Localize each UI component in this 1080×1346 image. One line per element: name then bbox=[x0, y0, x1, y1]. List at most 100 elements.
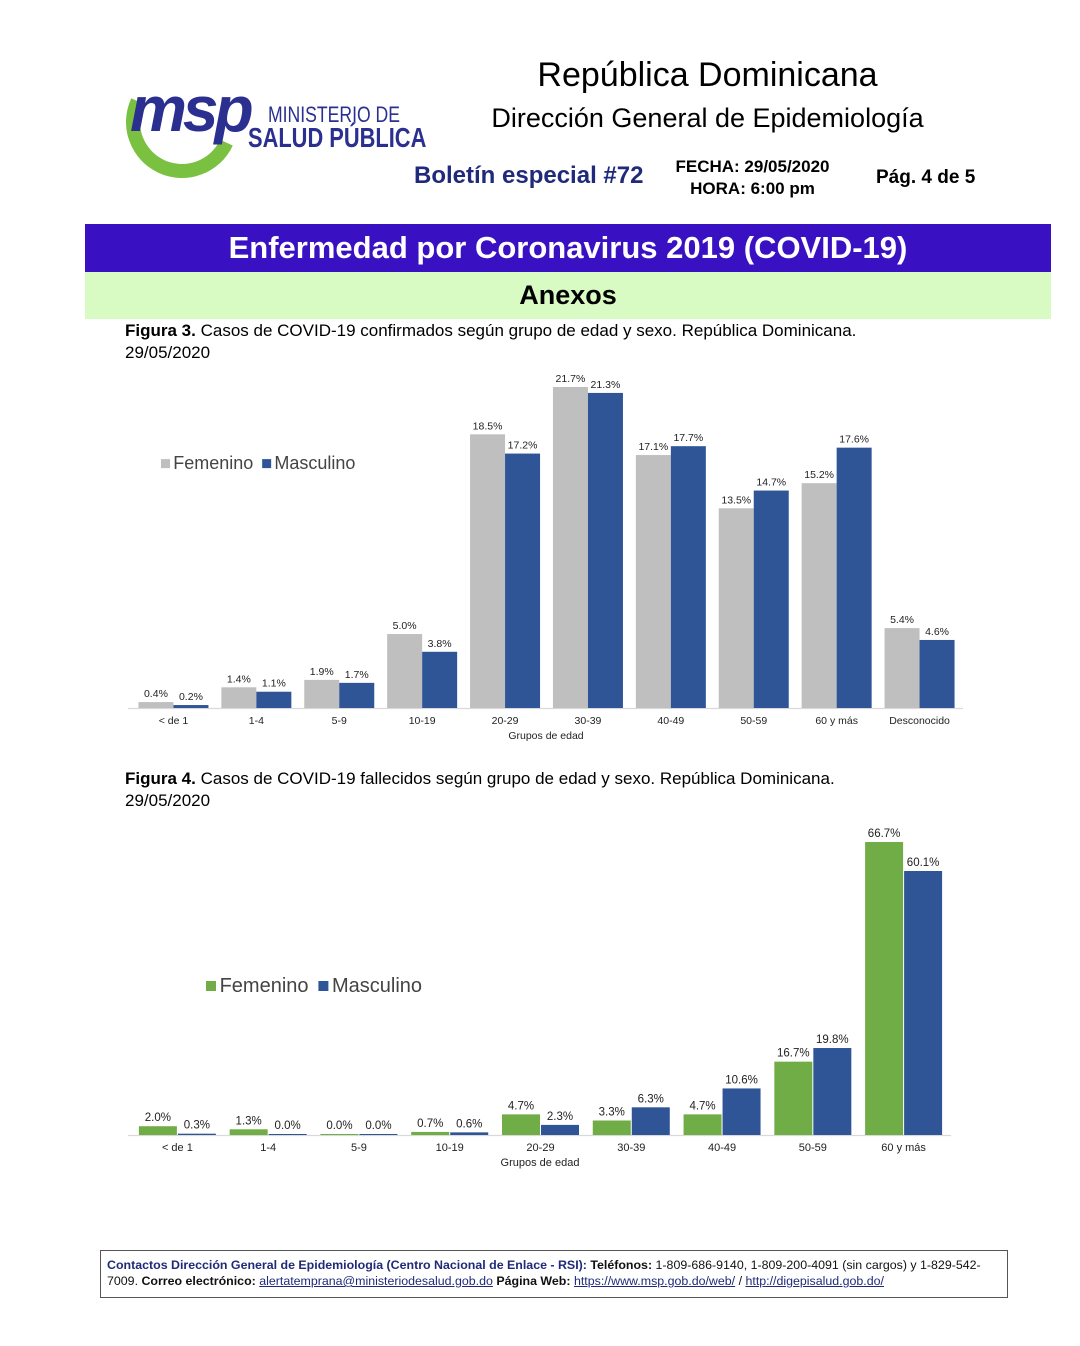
figure3-date: 29/05/2020 bbox=[125, 343, 211, 362]
bar-femenino-2 bbox=[320, 1134, 359, 1135]
x-tick-label-8: 60 y más bbox=[815, 715, 858, 727]
bar-femenino-5 bbox=[592, 1120, 631, 1135]
data-label-masculino-7: 14.7% bbox=[756, 477, 786, 489]
x-tick-label-2: 5-9 bbox=[351, 1142, 367, 1154]
footer-web-link-2[interactable]: http://digepisalud.gob.do/ bbox=[745, 1274, 884, 1288]
data-label-femenino-9: 5.4% bbox=[890, 614, 914, 626]
logo-mark: msp bbox=[130, 73, 254, 145]
x-tick-label-6: 40-49 bbox=[657, 715, 684, 727]
x-tick-label-6: 40-49 bbox=[708, 1142, 736, 1154]
data-label-femenino-0: 2.0% bbox=[145, 1112, 171, 1124]
bar-femenino-7 bbox=[718, 508, 754, 708]
footer-web-link-1[interactable]: https://www.msp.gob.do/web/ bbox=[573, 1274, 736, 1288]
bar-femenino-2 bbox=[304, 679, 340, 708]
legend-label-femenino: Femenino bbox=[220, 975, 309, 997]
footer-email-link[interactable]: alertatemprana@ministeriodesalud.gob.do bbox=[259, 1274, 493, 1288]
x-tick-label-2: 5-9 bbox=[332, 715, 347, 727]
bar-femenino-9 bbox=[884, 628, 920, 708]
x-tick-label-0: < de 1 bbox=[159, 715, 189, 727]
legend-label-masculino: Masculino bbox=[274, 453, 355, 473]
data-label-femenino-1: 1.4% bbox=[227, 673, 251, 685]
bulletin-date: FECHA: 29/05/2020 bbox=[675, 157, 830, 176]
x-tick-label-8: 60 y más bbox=[881, 1142, 926, 1154]
bar-masculino-1 bbox=[268, 1134, 307, 1135]
footer-email-label: Correo electrónico: bbox=[141, 1274, 256, 1288]
data-label-masculino-8: 60.1% bbox=[907, 857, 940, 869]
data-label-masculino-3: 0.6% bbox=[456, 1118, 482, 1130]
bar-masculino-6 bbox=[722, 1088, 761, 1135]
bar-masculino-9 bbox=[919, 639, 955, 708]
bulletin-time: HORA: 6:00 pm bbox=[690, 179, 815, 198]
logo-line1: MINISTERIO DE bbox=[268, 102, 401, 127]
msp-logo: msp MINISTERIO DE SALUD PÚBLICA bbox=[110, 50, 426, 194]
bar-femenino-8 bbox=[865, 842, 904, 1135]
legend-swatch-masculino bbox=[318, 981, 329, 991]
data-label-masculino-9: 4.6% bbox=[925, 626, 949, 638]
data-label-femenino-2: 0.0% bbox=[326, 1120, 352, 1132]
data-label-masculino-6: 10.6% bbox=[725, 1074, 758, 1086]
bar-masculino-0 bbox=[177, 1133, 216, 1135]
data-label-femenino-2: 1.9% bbox=[310, 666, 334, 678]
x-tick-label-1: 1-4 bbox=[260, 1142, 276, 1154]
data-label-femenino-1: 1.3% bbox=[236, 1115, 262, 1127]
x-tick-label-7: 50-59 bbox=[799, 1142, 827, 1154]
bar-femenino-6 bbox=[683, 1114, 722, 1135]
legend-swatch-femenino bbox=[161, 459, 170, 469]
x-tick-label-0: < de 1 bbox=[162, 1142, 193, 1154]
bar-femenino-8 bbox=[801, 483, 837, 708]
chart-confirmed-cases: 0.4% 0.2% < de 1 1.4% 1.1% 1-4 1.9% 1.7% 5-9 5.0%… bbox=[128, 373, 963, 742]
bar-masculino-7 bbox=[753, 490, 789, 708]
bar-masculino-1 bbox=[256, 691, 292, 708]
section-title: Anexos bbox=[85, 272, 1051, 319]
x-tick-label-4: 20-29 bbox=[526, 1142, 554, 1154]
data-label-femenino-3: 5.0% bbox=[393, 620, 417, 632]
figure3-text: Casos de COVID-19 confirmados según grup… bbox=[200, 321, 857, 340]
data-label-femenino-7: 13.5% bbox=[721, 494, 751, 506]
bar-femenino-1 bbox=[229, 1129, 268, 1135]
bar-femenino-6 bbox=[635, 455, 671, 708]
data-label-masculino-0: 0.3% bbox=[184, 1120, 210, 1132]
logo-line2: SALUD PÚBLICA bbox=[248, 122, 427, 153]
contact-footer: Contactos Dirección General de Epidemiol… bbox=[100, 1250, 1008, 1298]
legend-label-masculino: Masculino bbox=[332, 975, 422, 997]
chart-deaths: 2.0% 0.3% < de 1 1.3% 0.0% 1-4 0.0% 0.0% 5-9 0.7%… bbox=[128, 828, 951, 1169]
data-label-masculino-1: 0.0% bbox=[275, 1120, 301, 1132]
footer-phones-label: Teléfonos: bbox=[590, 1258, 653, 1272]
data-label-masculino-2: 1.7% bbox=[345, 669, 369, 681]
figure3-label: Figura 3. bbox=[125, 321, 196, 340]
page-number: Pág. 4 de 5 bbox=[876, 167, 976, 188]
x-tick-label-3: 10-19 bbox=[409, 715, 436, 727]
bar-femenino-0 bbox=[138, 702, 174, 708]
header-title: República Dominicana bbox=[537, 56, 878, 94]
bulletin-number: Boletín especial #72 bbox=[414, 162, 644, 189]
bar-masculino-4 bbox=[541, 1124, 579, 1135]
legend-swatch-femenino bbox=[206, 981, 216, 991]
data-label-masculino-1: 1.1% bbox=[262, 678, 286, 690]
data-label-masculino-4: 2.3% bbox=[547, 1111, 573, 1123]
bulletin-datetime: FECHA: 29/05/2020 HORA: 6:00 pm bbox=[660, 156, 845, 200]
data-label-masculino-0: 0.2% bbox=[179, 691, 203, 703]
data-label-femenino-6: 4.7% bbox=[689, 1100, 715, 1112]
bar-masculino-5 bbox=[587, 392, 623, 708]
bar-femenino-0 bbox=[138, 1126, 177, 1135]
topic-banner: Enfermedad por Coronavirus 2019 (COVID-1… bbox=[85, 224, 1051, 272]
footer-phones: 1-809-686-9140, 1-809-200-4091 (sin carg… bbox=[107, 1258, 981, 1288]
data-label-femenino-4: 4.7% bbox=[508, 1100, 534, 1112]
data-label-femenino-3: 0.7% bbox=[417, 1118, 443, 1130]
data-label-femenino-5: 3.3% bbox=[599, 1107, 625, 1119]
x-tick-label-5: 30-39 bbox=[617, 1142, 645, 1154]
x-tick-label-5: 30-39 bbox=[575, 715, 602, 727]
x-tick-label-7: 50-59 bbox=[740, 715, 767, 727]
x-axis-title: Grupos de edad bbox=[501, 1157, 580, 1169]
legend-swatch-masculino bbox=[262, 459, 272, 469]
bar-femenino-7 bbox=[774, 1061, 813, 1135]
figure4-date: 29/05/2020 bbox=[125, 791, 211, 810]
bar-masculino-8 bbox=[836, 447, 872, 708]
data-label-femenino-8: 15.2% bbox=[804, 469, 834, 481]
bar-masculino-2 bbox=[359, 1134, 398, 1135]
bar-femenino-1 bbox=[221, 687, 257, 708]
bar-femenino-3 bbox=[387, 634, 423, 708]
data-label-femenino-5: 21.7% bbox=[556, 373, 586, 385]
bar-femenino-4 bbox=[470, 434, 506, 708]
data-label-femenino-4: 18.5% bbox=[473, 420, 503, 432]
